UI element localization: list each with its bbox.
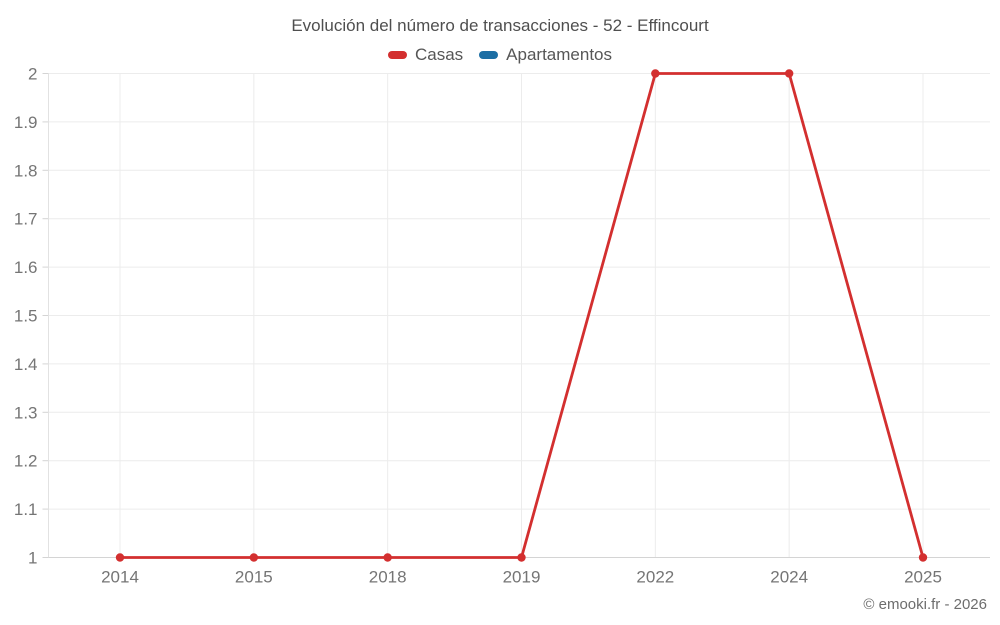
x-tick-label: 2025 — [904, 568, 942, 587]
x-tick-label: 2022 — [636, 568, 674, 587]
x-tick-label: 2019 — [503, 568, 541, 587]
data-point-casas-2019[interactable] — [517, 553, 526, 562]
y-tick-label: 1.4 — [14, 355, 38, 374]
data-point-casas-2024[interactable] — [784, 69, 794, 78]
data-point-casas-2022[interactable] — [651, 69, 660, 78]
y-tick-label: 2 — [28, 65, 37, 84]
y-tick-label: 1.8 — [14, 161, 38, 180]
data-point-casas-2018[interactable] — [383, 553, 392, 562]
copyright-text: © emooki.fr - 2026 — [863, 596, 987, 613]
legend-label-casas: Casas — [414, 45, 464, 64]
x-tick-label: 2015 — [235, 568, 273, 587]
y-tick-label: 1.9 — [14, 113, 38, 132]
legend-swatch-apartamentos — [479, 51, 499, 59]
chart-title: Evolución del número de transacciones - … — [291, 16, 709, 35]
x-tick-label: 2014 — [101, 568, 139, 587]
data-point-casas-2025[interactable] — [918, 553, 928, 562]
y-tick-label: 1.5 — [14, 307, 38, 326]
data-point-casas-2015[interactable] — [249, 553, 259, 562]
x-tick-label: 2018 — [369, 568, 407, 587]
legend-label-apartamentos: Apartamentos — [506, 45, 613, 64]
legend-item-casas[interactable]: Casas — [387, 45, 464, 65]
y-tick-label: 1.2 — [14, 452, 38, 471]
y-tick-label: 1 — [28, 549, 37, 568]
y-tick-label: 1.3 — [14, 403, 38, 422]
y-tick-label: 1.6 — [14, 258, 38, 277]
legend: Casas Apartamentos — [0, 45, 1000, 65]
legend-swatch-casas — [387, 51, 407, 59]
legend-item-apartamentos[interactable]: Apartamentos — [479, 45, 612, 65]
data-point-casas-2014[interactable] — [115, 553, 125, 562]
x-tick-label: 2024 — [770, 568, 808, 587]
y-tick-label: 1.7 — [14, 210, 38, 229]
y-tick-label: 1.1 — [14, 500, 38, 519]
